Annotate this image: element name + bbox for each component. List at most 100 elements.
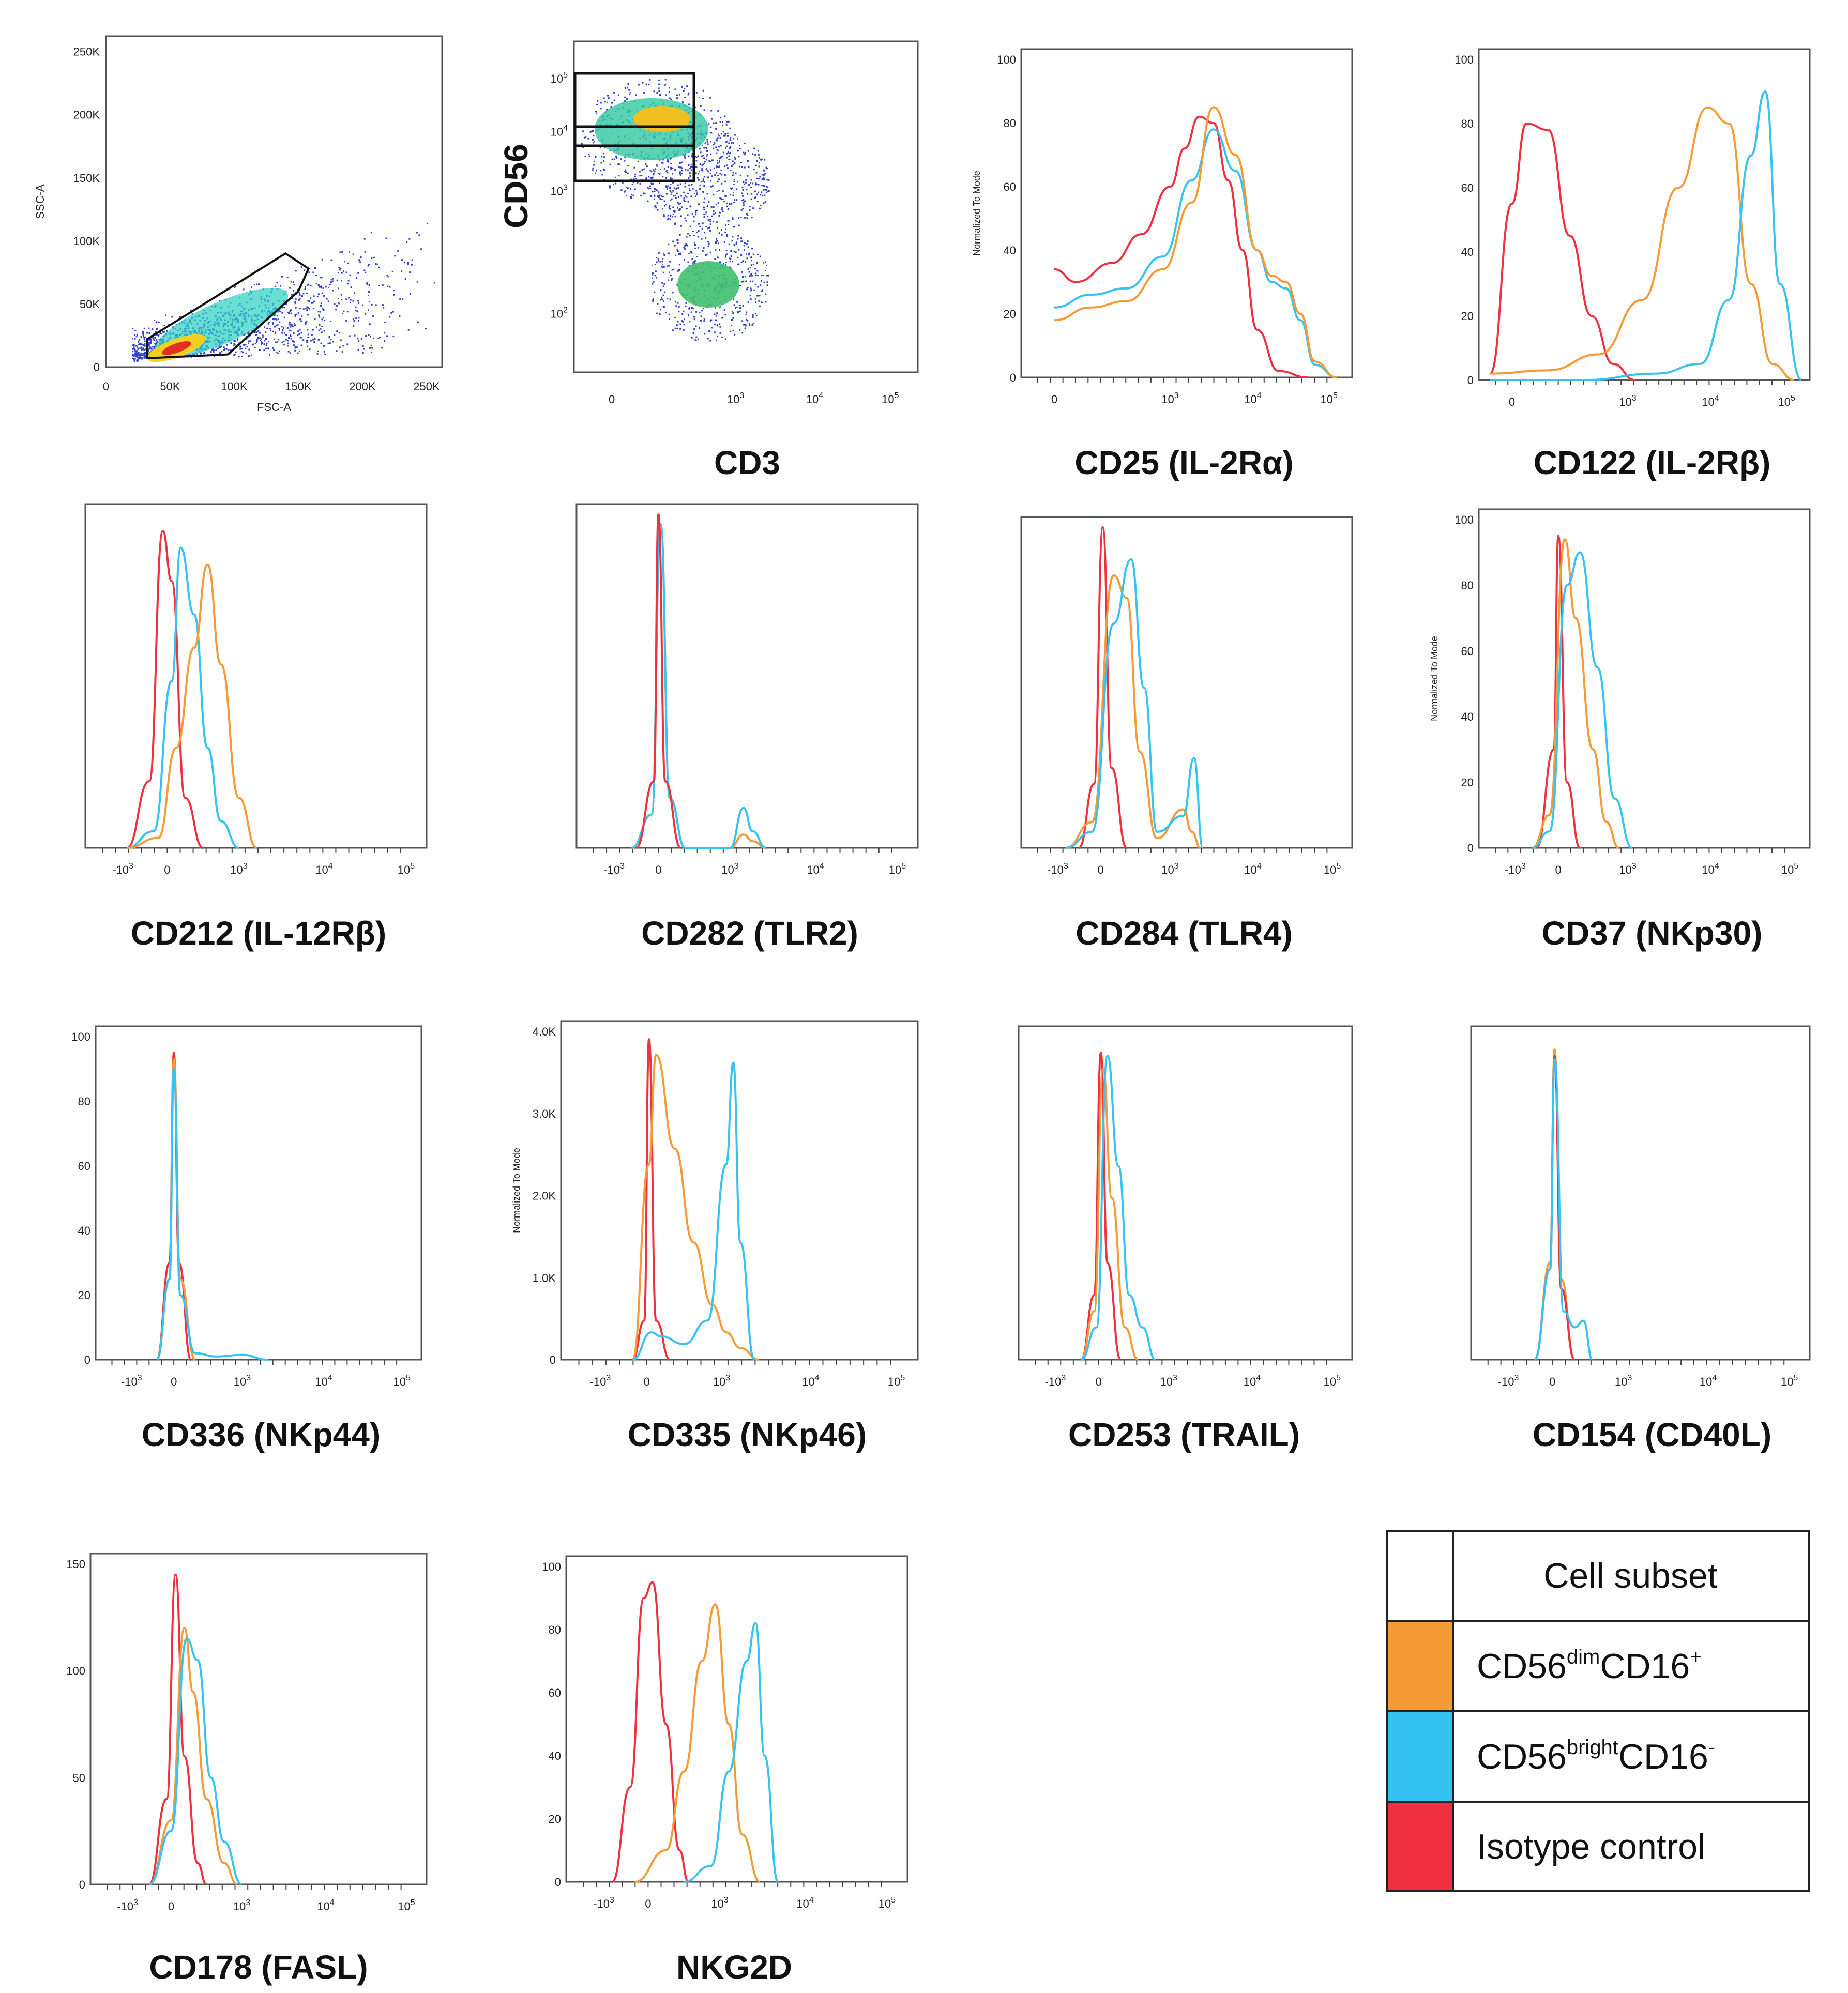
event-dot — [668, 265, 670, 267]
event-dot — [369, 323, 371, 325]
event-dot — [265, 338, 267, 340]
event-dot — [700, 320, 702, 322]
event-dot — [293, 344, 295, 346]
tick-exponent: 4 — [815, 1374, 820, 1382]
plot-frame — [1020, 48, 1353, 378]
event-dot — [371, 257, 373, 260]
event-dot — [336, 305, 338, 307]
y-tick-label: 60 — [549, 1686, 561, 1699]
event-dot — [163, 324, 165, 326]
event-dot — [618, 175, 620, 177]
event-dot — [294, 324, 296, 326]
y-tick-label: 40 — [1461, 246, 1474, 258]
event-dot — [327, 342, 329, 344]
event-dot — [313, 300, 315, 302]
event-dot — [233, 340, 235, 342]
event-dot — [281, 312, 283, 314]
event-dot — [745, 313, 747, 315]
event-dot — [761, 158, 763, 160]
series-line-iso — [126, 530, 204, 849]
event-dot — [662, 266, 664, 268]
tick-exponent: 3 — [725, 1374, 730, 1382]
event-dot — [748, 271, 750, 273]
event-dot — [409, 271, 411, 273]
event-dot — [755, 165, 757, 167]
event-dot — [245, 352, 247, 354]
event-dot — [384, 332, 386, 334]
event-dot — [663, 254, 665, 256]
event-dot — [654, 198, 656, 200]
event-dot — [687, 192, 689, 194]
event-dot — [662, 176, 664, 178]
tick-exponent: 5 — [406, 1374, 411, 1382]
x-tick-label: 104 — [1244, 391, 1261, 406]
event-dot — [625, 171, 627, 173]
event-dot — [657, 303, 659, 305]
event-dot — [672, 167, 674, 169]
event-dot — [633, 166, 635, 169]
event-dot — [654, 275, 656, 277]
event-dot — [728, 159, 730, 161]
event-dot — [695, 325, 697, 327]
event-dot — [657, 258, 659, 260]
x-tick-label: 0 — [103, 380, 109, 393]
event-dot — [760, 204, 762, 206]
event-dot — [695, 156, 698, 158]
event-dot — [729, 266, 731, 268]
event-dot — [635, 177, 637, 179]
event-dot — [722, 121, 724, 123]
event-dot — [307, 333, 309, 336]
event-dot — [135, 355, 137, 357]
event-dot — [761, 185, 763, 187]
event-dot — [332, 290, 334, 292]
event-dot — [138, 351, 140, 353]
event-dot — [363, 238, 366, 240]
gate-cd56bright — [573, 72, 695, 147]
gate-cd56dim — [573, 125, 695, 182]
event-dot — [148, 344, 150, 346]
event-dot — [701, 144, 703, 146]
tick-exponent: 4 — [1712, 1374, 1717, 1382]
event-dot — [370, 344, 372, 346]
event-dot — [156, 333, 158, 336]
event-dot — [289, 329, 291, 331]
event-dot — [672, 292, 674, 294]
event-dot — [749, 275, 751, 277]
panel-label-cd154: CD154 (CD40L) — [1532, 1416, 1772, 1453]
event-dot — [686, 196, 688, 198]
tick-exponent: 3 — [724, 1896, 729, 1905]
event-dot — [320, 342, 322, 344]
event-dot — [745, 325, 747, 327]
event-dot — [669, 187, 671, 189]
panel-label-cd212: CD212 (IL-12Rβ) — [130, 915, 387, 952]
event-dot — [292, 297, 294, 299]
event-dot — [761, 301, 763, 303]
event-dot — [654, 188, 656, 190]
event-dot — [696, 177, 699, 179]
event-dot — [634, 188, 636, 190]
x-tick-label: 0 — [168, 1900, 174, 1913]
event-dot — [746, 243, 748, 245]
x-tick-label: 104 — [1700, 1374, 1717, 1388]
event-dot — [282, 307, 284, 309]
event-dot — [717, 180, 719, 182]
event-dot — [155, 343, 157, 345]
event-dot — [678, 187, 680, 189]
event-dot — [700, 315, 702, 317]
event-dot — [305, 322, 307, 324]
event-dot — [747, 175, 749, 177]
event-dot — [741, 271, 743, 273]
event-dot — [751, 247, 753, 249]
event-dot — [750, 179, 752, 181]
tick-exponent: 4 — [1257, 862, 1262, 871]
event-dot — [142, 332, 144, 334]
event-dot — [685, 244, 687, 246]
event-dot — [758, 165, 760, 168]
event-dot — [729, 257, 731, 260]
event-dot — [724, 115, 726, 117]
event-dot — [710, 141, 712, 143]
series-line-iso — [1489, 122, 1635, 381]
event-dot — [365, 313, 367, 315]
event-dot — [765, 261, 767, 263]
event-dot — [716, 240, 718, 242]
